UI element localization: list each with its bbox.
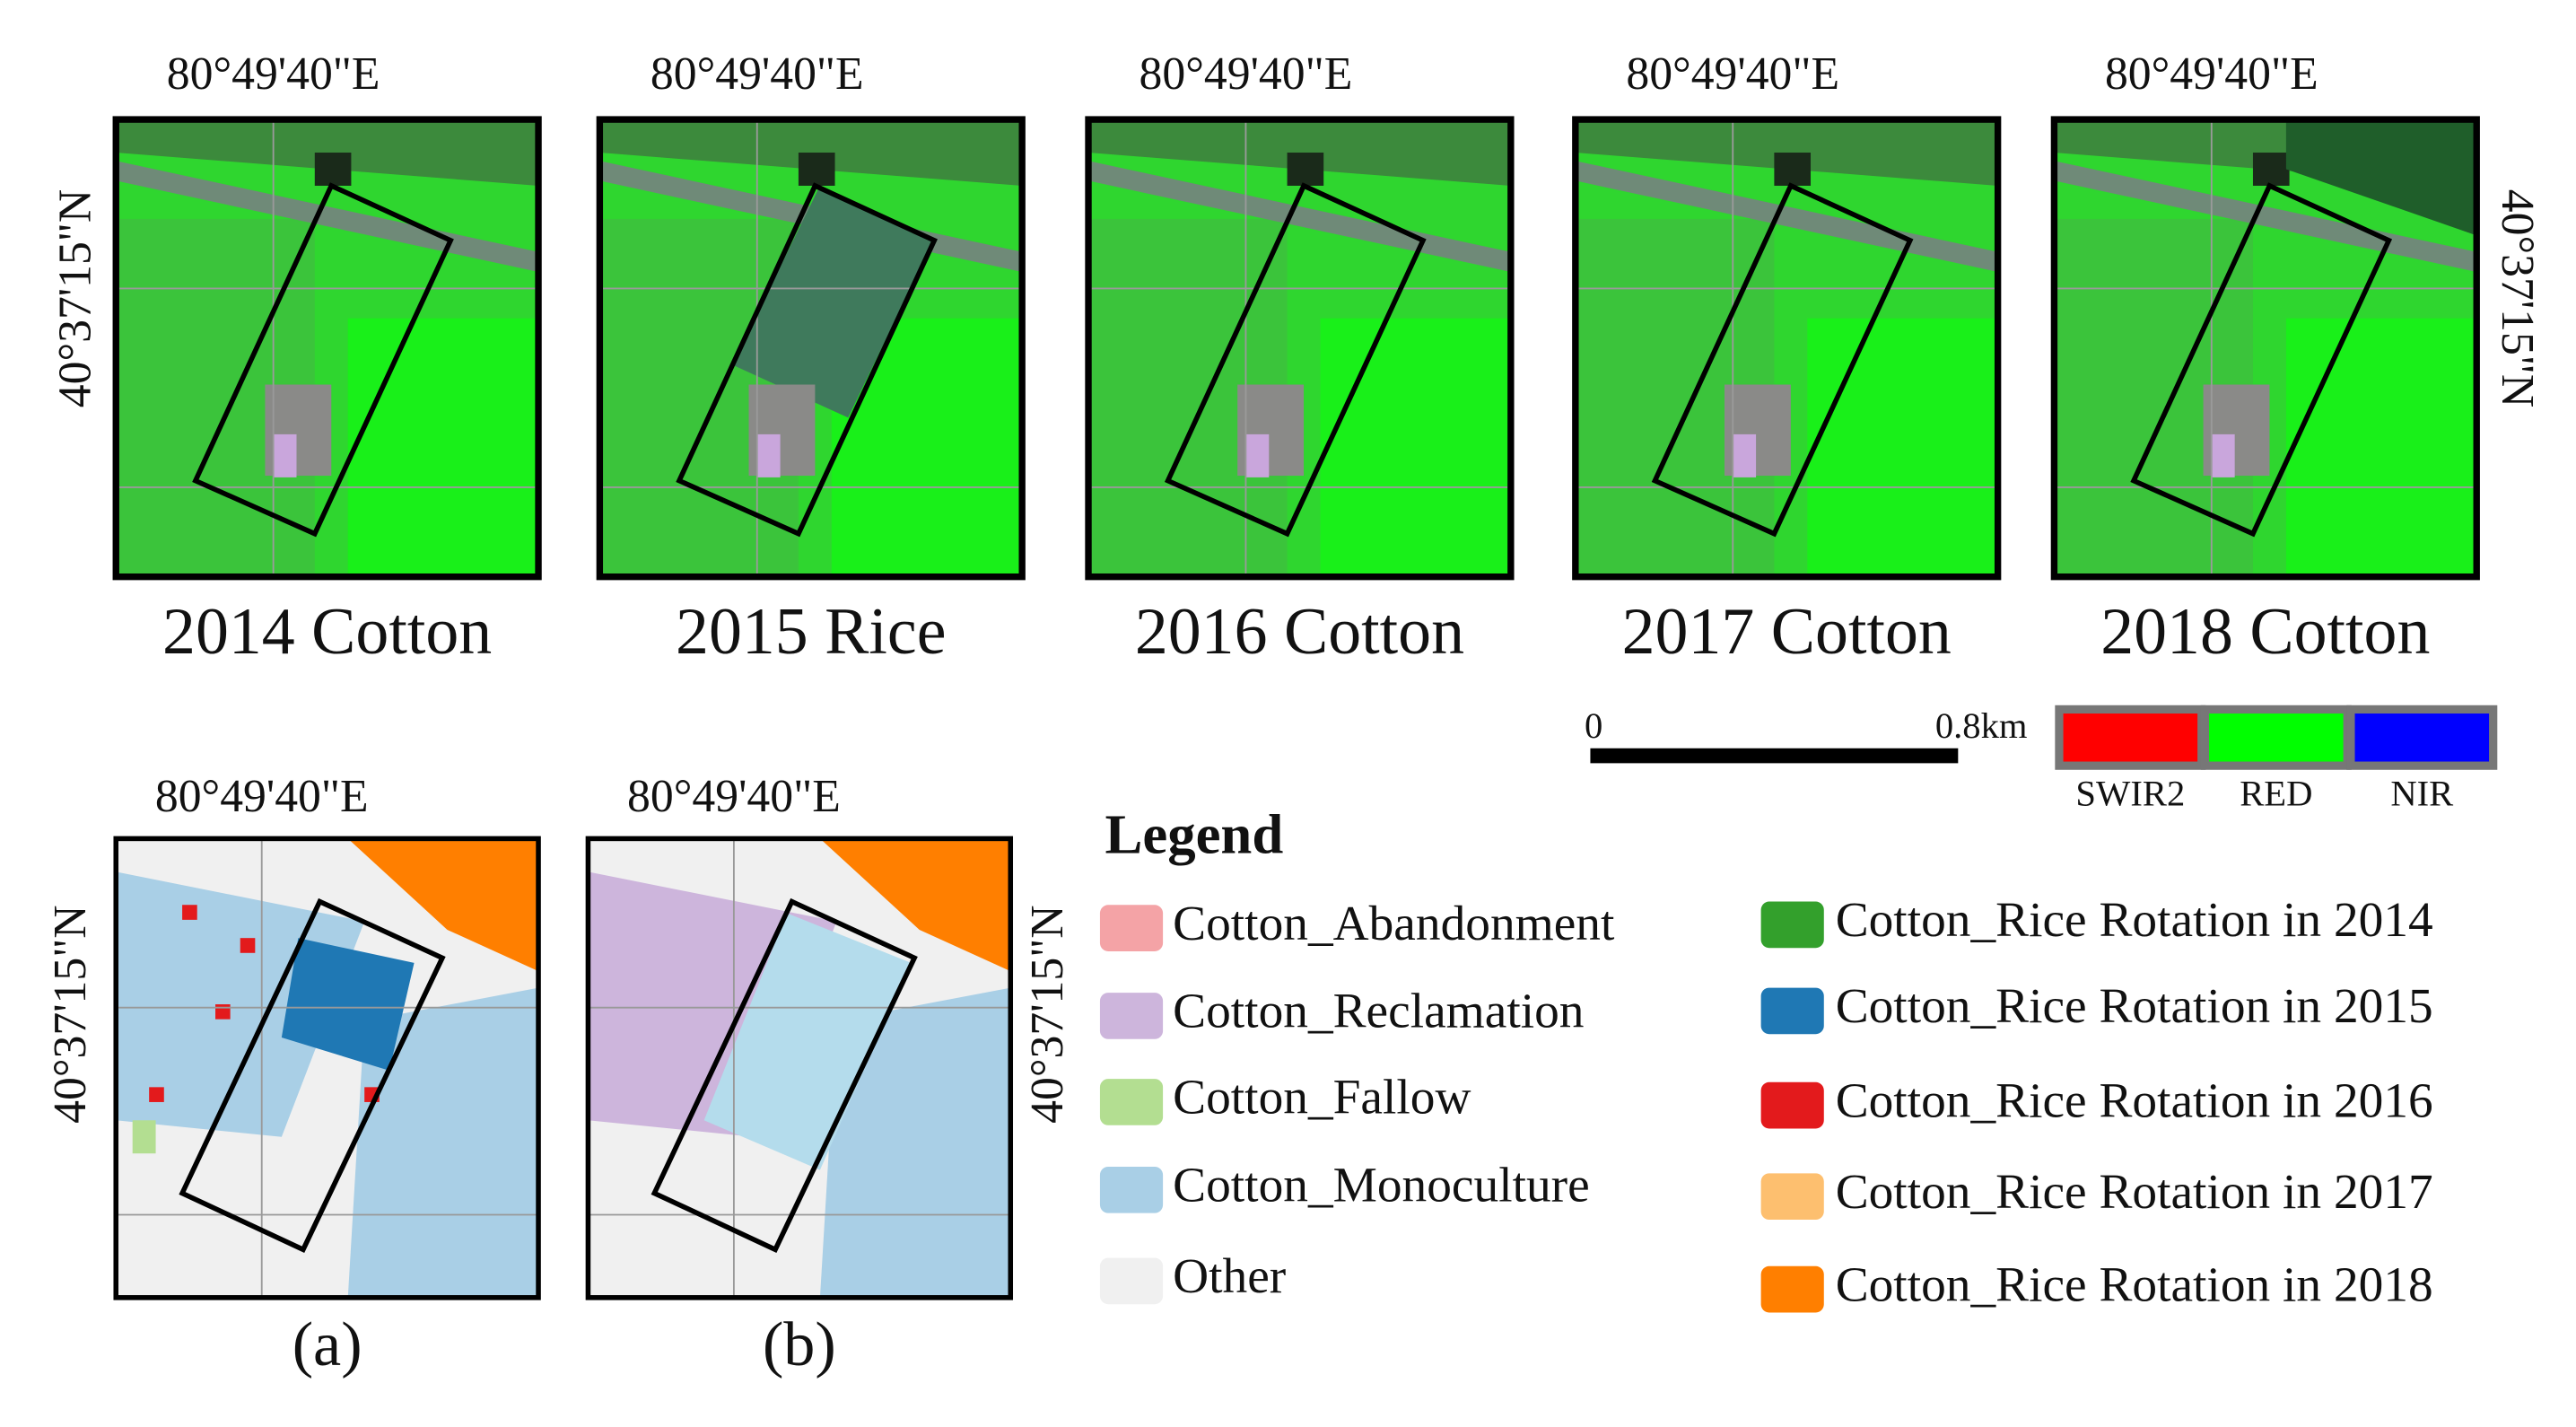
legend-label: Cotton_Abandonment bbox=[1173, 896, 1615, 950]
longitude-label: 80°49'40"E bbox=[651, 48, 864, 100]
panel-caption: 2014 Cotton bbox=[162, 594, 492, 668]
panel-caption: 2018 Cotton bbox=[2100, 594, 2430, 668]
scale-start: 0 bbox=[1585, 705, 1602, 746]
panel-caption: (b) bbox=[763, 1309, 836, 1379]
legend-label: Cotton_Monoculture bbox=[1173, 1158, 1590, 1213]
legend-swatch bbox=[1099, 1166, 1164, 1213]
band-label: RED bbox=[2240, 774, 2312, 814]
pink-patch bbox=[1733, 433, 1757, 477]
legend-title: Legend bbox=[1105, 803, 1283, 866]
frame bbox=[2050, 116, 2480, 581]
rotation-2018 bbox=[347, 838, 539, 972]
monoculture-area bbox=[347, 987, 539, 1298]
legend-label: Cotton_Fallow bbox=[1173, 1070, 1471, 1125]
bright-field bbox=[347, 318, 539, 577]
frame bbox=[596, 116, 1026, 581]
legend-label: Cotton_Reclamation bbox=[1173, 984, 1584, 1038]
field-outline bbox=[1164, 182, 1427, 538]
frame bbox=[112, 116, 542, 581]
classification-map bbox=[116, 838, 539, 1298]
road bbox=[1575, 161, 1998, 272]
field-outline bbox=[192, 182, 454, 538]
pink-patch bbox=[2211, 433, 2235, 477]
building bbox=[314, 153, 352, 186]
latitude-label: 40°37'15"N bbox=[45, 905, 96, 1123]
building bbox=[798, 153, 835, 186]
band-swatch bbox=[2055, 705, 2206, 770]
satellite-image bbox=[599, 119, 1023, 577]
frame bbox=[585, 836, 1014, 1300]
field-outline bbox=[651, 897, 918, 1253]
rice-field bbox=[732, 188, 935, 418]
panel-caption: 2015 Rice bbox=[676, 594, 946, 668]
legend-label: Cotton_Rice Rotation in 2017 bbox=[1836, 1164, 2433, 1219]
field-outline bbox=[2130, 182, 2393, 538]
building bbox=[1287, 153, 1324, 186]
bright-field bbox=[2285, 318, 2477, 577]
rotation-2016 bbox=[149, 1087, 164, 1102]
monoculture-strip bbox=[703, 913, 912, 1170]
legend-label: Cotton_Rice Rotation in 2014 bbox=[1836, 892, 2433, 947]
legend-swatch bbox=[1099, 993, 1164, 1039]
longitude-label: 80°49'40"E bbox=[627, 771, 841, 822]
rotation-2018 bbox=[819, 838, 1011, 972]
frame bbox=[1572, 116, 2002, 581]
latitude-label: 40°37'15"N bbox=[49, 189, 100, 407]
legend-swatch bbox=[1099, 1079, 1164, 1125]
legend-label: Cotton_Rice Rotation in 2016 bbox=[1836, 1072, 2433, 1127]
building bbox=[1774, 153, 1812, 186]
legend-label: Other bbox=[1173, 1248, 1286, 1303]
longitude-label: 80°49'40"E bbox=[155, 771, 369, 822]
band-label: SWIR2 bbox=[2075, 774, 2185, 814]
field-outline bbox=[676, 182, 938, 538]
legend-swatch bbox=[1760, 987, 1824, 1035]
longitude-label: 80°49'40"E bbox=[2105, 48, 2318, 100]
legend-swatch bbox=[1760, 1081, 1824, 1129]
field-outline bbox=[1651, 182, 1914, 538]
longitude-label: 80°49'40"E bbox=[1626, 48, 1839, 100]
legend-label: Cotton_Rice Rotation in 2018 bbox=[1836, 1256, 2433, 1311]
legend-swatch bbox=[1760, 901, 1824, 949]
bright-field bbox=[1807, 318, 1998, 577]
bright-field bbox=[1320, 318, 1511, 577]
legend-label: Cotton_Rice Rotation in 2015 bbox=[1836, 978, 2433, 1033]
monoculture-area bbox=[819, 987, 1011, 1298]
legend-swatch bbox=[1099, 1257, 1164, 1305]
field-outline bbox=[179, 897, 446, 1253]
pink-patch bbox=[273, 433, 297, 477]
fallow-patch bbox=[132, 1120, 156, 1154]
band-swatch bbox=[2346, 705, 2498, 770]
building bbox=[2252, 153, 2290, 186]
road bbox=[1088, 161, 1511, 272]
latitude-label: 40°37'15"N bbox=[1022, 905, 1073, 1123]
band-label: NIR bbox=[2390, 774, 2454, 814]
legend-swatch bbox=[1760, 1265, 1824, 1313]
road bbox=[2054, 161, 2477, 272]
scale-end: 0.8km bbox=[1935, 705, 2028, 746]
rotation-2016 bbox=[182, 905, 197, 920]
dark-corner bbox=[2285, 119, 2477, 236]
panel-caption: 2016 Cotton bbox=[1135, 594, 1464, 668]
rotation-2015 bbox=[281, 938, 415, 1071]
pink-patch bbox=[756, 433, 781, 477]
panel-caption: 2017 Cotton bbox=[1622, 594, 1952, 668]
band-swatch bbox=[2200, 705, 2352, 770]
legend-swatch bbox=[1760, 1173, 1824, 1221]
latitude-label: 40°37'15"N bbox=[2492, 189, 2543, 407]
pink-patch bbox=[1245, 433, 1270, 477]
frame bbox=[1085, 116, 1515, 581]
longitude-label: 80°49'40"E bbox=[1140, 48, 1353, 100]
rotation-2016 bbox=[215, 1004, 231, 1020]
frame bbox=[113, 836, 541, 1300]
road bbox=[116, 161, 539, 272]
panel-caption: (a) bbox=[293, 1309, 362, 1379]
legend-swatch bbox=[1099, 905, 1164, 951]
rotation-2016 bbox=[240, 938, 256, 953]
longitude-label: 80°49'40"E bbox=[167, 48, 380, 100]
